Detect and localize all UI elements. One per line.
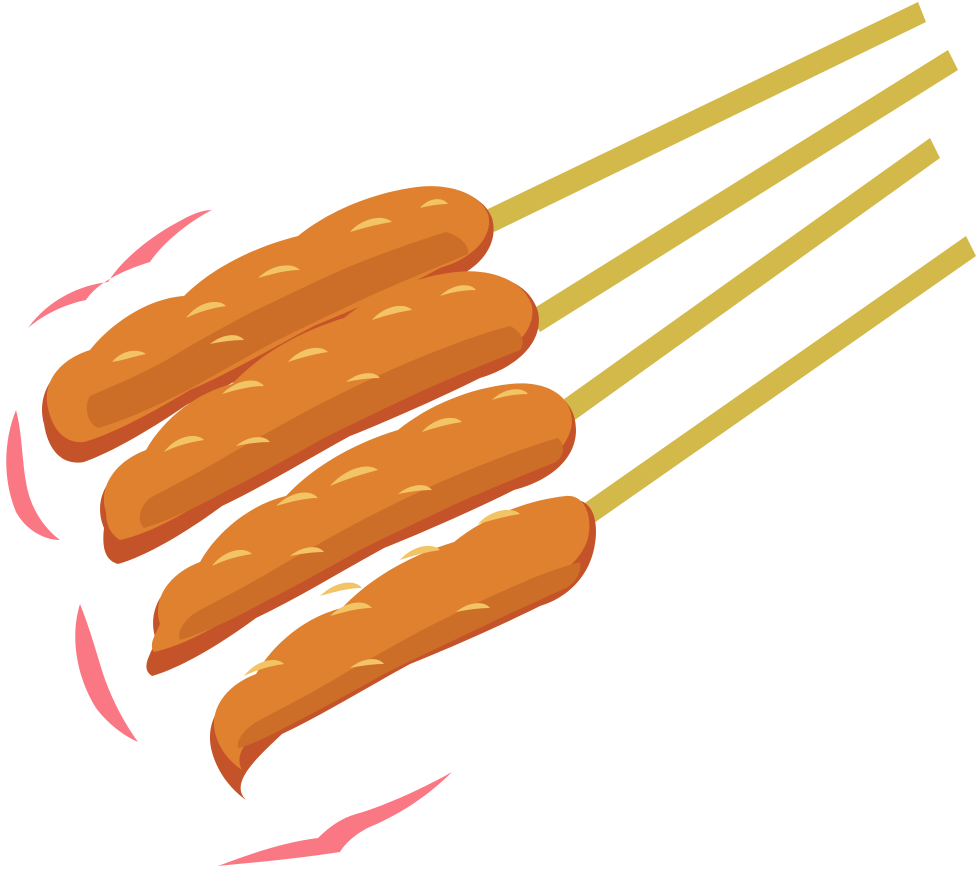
skewer-meat — [100, 271, 539, 564]
skewer-stick — [560, 138, 940, 422]
meat-highlight — [372, 305, 412, 320]
meat-highlight — [222, 380, 264, 394]
meat-highlight — [478, 509, 520, 524]
meat-highlight — [236, 437, 270, 446]
meat-texture — [179, 438, 564, 640]
meat-highlight — [290, 547, 324, 556]
meat-highlight — [398, 485, 432, 494]
meat-highlight — [244, 660, 284, 676]
meat-highlight — [212, 550, 252, 566]
skewer-stick — [528, 50, 958, 332]
skewer-stick — [486, 2, 926, 232]
speed-mark — [75, 604, 138, 742]
speed-mark — [6, 410, 60, 540]
meat-highlight — [210, 335, 244, 344]
meat-highlight — [422, 417, 462, 432]
meat-highlight — [330, 602, 372, 616]
skewer-meat — [146, 383, 576, 676]
speed-marks — [6, 210, 452, 866]
meat-body — [213, 495, 590, 770]
meat-texture — [237, 562, 581, 748]
meat-highlight — [492, 389, 528, 400]
meat-highlight — [258, 265, 300, 278]
skewer-sticks — [486, 2, 976, 530]
meat-highlight — [112, 350, 146, 362]
skewer-meat — [209, 495, 596, 800]
meat-highlight — [276, 492, 318, 506]
meat-highlight — [164, 436, 204, 452]
skewer-meat — [41, 186, 494, 463]
meat-highlight — [320, 582, 362, 596]
meat-highlight — [186, 302, 226, 318]
meat-highlight — [288, 347, 328, 362]
meat-highlight — [400, 545, 440, 560]
speed-mark — [218, 772, 452, 866]
speed-mark — [28, 210, 212, 328]
meat-highlight — [456, 603, 490, 612]
meat-highlight — [350, 659, 384, 668]
meat-highlight — [346, 373, 380, 382]
skewer-stick — [572, 236, 976, 530]
meat-highlight — [350, 217, 392, 232]
meat-highlight — [440, 285, 476, 296]
meat-texture — [86, 232, 469, 428]
meat-texture — [139, 326, 523, 528]
meat-highlight — [330, 466, 378, 486]
meat-highlight — [420, 199, 448, 208]
